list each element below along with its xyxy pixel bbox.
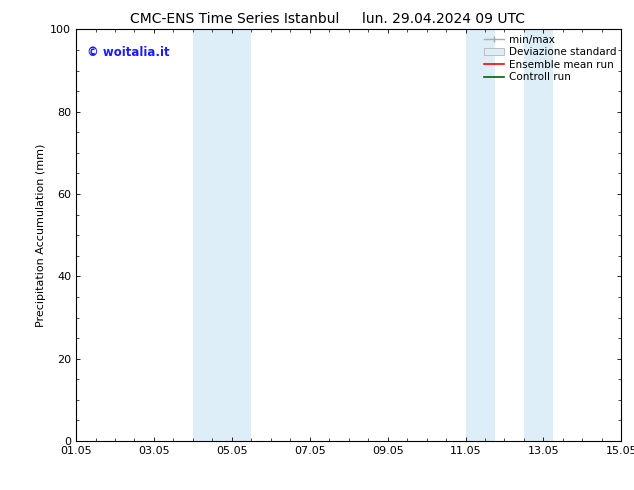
Text: © woitalia.it: © woitalia.it [87,46,170,59]
Y-axis label: Precipitation Accumulation (mm): Precipitation Accumulation (mm) [36,144,46,327]
Text: CMC-ENS Time Series Istanbul: CMC-ENS Time Series Istanbul [130,12,339,26]
Bar [222,29,251,441]
Text: lun. 29.04.2024 09 UTC: lun. 29.04.2024 09 UTC [362,12,526,26]
Bar [524,29,553,441]
Bar [465,29,495,441]
Bar [193,29,222,441]
Legend: min/max, Deviazione standard, Ensemble mean run, Controll run: min/max, Deviazione standard, Ensemble m… [482,32,618,84]
